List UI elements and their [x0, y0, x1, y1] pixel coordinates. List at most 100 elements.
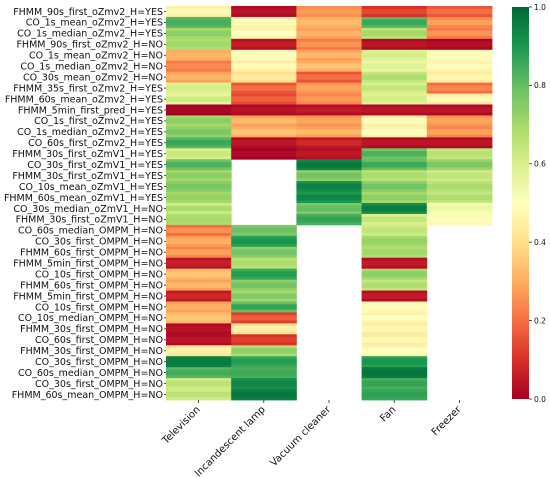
- heatmap-cell: [361, 331, 428, 335]
- heatmap-cell: [296, 142, 362, 146]
- heatmap-cell: [361, 394, 428, 398]
- heatmap-cell: [361, 55, 428, 59]
- heatmap-cell: [426, 205, 493, 209]
- heatmap-cell: [296, 57, 362, 62]
- row-label: CO_60s_first_OMPM_H=NO: [35, 335, 163, 346]
- heatmap-cell: [361, 233, 428, 237]
- heatmap-cell: [231, 345, 297, 349]
- heatmap-cell: [166, 183, 232, 187]
- heatmap-cell: [166, 369, 232, 374]
- heatmap-cell: [166, 244, 232, 248]
- heatmap-cell: [166, 109, 232, 114]
- heatmap-cell: [426, 123, 493, 127]
- heatmap-cell: [166, 208, 232, 212]
- heatmap-cell: [296, 82, 362, 86]
- heatmap-cell: [166, 140, 232, 144]
- heatmap-cell: [231, 353, 297, 357]
- heatmap-cell: [361, 345, 428, 349]
- heatmap-cell: [426, 161, 493, 166]
- heatmap-cell: [361, 383, 428, 387]
- heatmap-cell: [166, 271, 232, 275]
- heatmap-cell: [426, 74, 493, 78]
- heatmap-cell: [296, 123, 362, 127]
- heatmap-cell: [296, 101, 362, 105]
- heatmap-cell: [166, 161, 232, 166]
- heatmap-cell: [166, 71, 232, 75]
- heatmap-cell: [426, 112, 493, 116]
- heatmap-cell: [166, 131, 232, 135]
- heatmap-cell: [166, 317, 232, 322]
- heatmap-cell: [166, 312, 232, 316]
- heatmap-cell: [296, 118, 362, 122]
- heatmap-cell: [296, 216, 362, 220]
- heatmap-cell: [361, 60, 428, 64]
- heatmap-cell: [296, 181, 362, 185]
- heatmap-cell: [231, 118, 297, 122]
- row-label: CO_1s_median_oZmv2_H=NO: [20, 61, 163, 72]
- heatmap-cell: [361, 68, 428, 73]
- heatmap-cell: [361, 66, 428, 70]
- heatmap-cell: [426, 16, 493, 21]
- heatmap-cell: [166, 296, 232, 300]
- heatmap-cell: [296, 189, 362, 193]
- heatmap-cell: [231, 107, 297, 111]
- heatmap-cell: [361, 8, 428, 12]
- heatmap-cell: [426, 68, 493, 73]
- heatmap-cell: [296, 55, 362, 59]
- heatmap-cell: [231, 36, 297, 40]
- heatmap-cell: [166, 19, 232, 23]
- heatmap-cell: [361, 271, 428, 275]
- heatmap-cell: [361, 167, 428, 171]
- heatmap-cell: [231, 90, 297, 94]
- heatmap-cell: [166, 233, 232, 237]
- heatmap-cell: [166, 77, 232, 81]
- heatmap-cell: [361, 378, 428, 382]
- heatmap-cell: [426, 25, 493, 29]
- row-label: CO_1s_first_oZmv2_H=YES: [34, 116, 163, 127]
- heatmap-cell: [426, 88, 493, 92]
- heatmap-cell: [296, 194, 362, 198]
- heatmap-cell: [426, 27, 493, 32]
- heatmap-cell: [296, 60, 362, 64]
- heatmap-cell: [361, 27, 428, 32]
- heatmap-cell: [361, 140, 428, 144]
- heatmap-cell: [296, 47, 362, 51]
- heatmap-cell: [231, 224, 297, 229]
- heatmap-cell: [231, 96, 297, 100]
- heatmap-cell: [166, 383, 232, 387]
- heatmap-cell: [231, 66, 297, 70]
- heatmap-cell: [426, 44, 493, 48]
- heatmap-cell: [231, 112, 297, 116]
- heatmap-cell: [426, 145, 493, 149]
- heatmap-cell: [361, 200, 428, 204]
- heatmap-cell: [296, 41, 362, 45]
- heatmap-cell: [426, 22, 493, 26]
- heatmap-cell: [296, 115, 362, 119]
- heatmap-cell: [361, 109, 428, 114]
- heatmap-cell: [426, 8, 493, 12]
- heatmap-cell: [296, 33, 362, 37]
- heatmap-cell: [231, 348, 297, 352]
- heatmap-cell: [166, 175, 232, 179]
- heatmap-cell: [426, 36, 493, 40]
- heatmap-cell: [296, 153, 362, 157]
- heatmap-cell: [361, 216, 428, 220]
- heatmap-cell: [296, 148, 362, 152]
- heatmap-cell: [361, 151, 428, 155]
- heatmap-cell: [166, 120, 232, 125]
- heatmap-cell: [296, 6, 362, 10]
- heatmap-cell: [361, 159, 428, 163]
- heatmap-cell: [231, 19, 297, 23]
- heatmap-cell: [296, 36, 362, 40]
- heatmap-cell: [166, 85, 232, 89]
- heatmap-cell: [231, 350, 297, 354]
- heatmap-cell: [231, 82, 297, 86]
- heatmap-cell: [166, 386, 232, 390]
- column-label: Freezer: [430, 404, 464, 438]
- heatmap-cell: [231, 63, 297, 67]
- heatmap-cell: [361, 320, 428, 324]
- heatmap-cell: [166, 63, 232, 67]
- heatmap-cell: [426, 153, 493, 157]
- heatmap-cell: [426, 120, 493, 125]
- heatmap-cell: [296, 140, 362, 144]
